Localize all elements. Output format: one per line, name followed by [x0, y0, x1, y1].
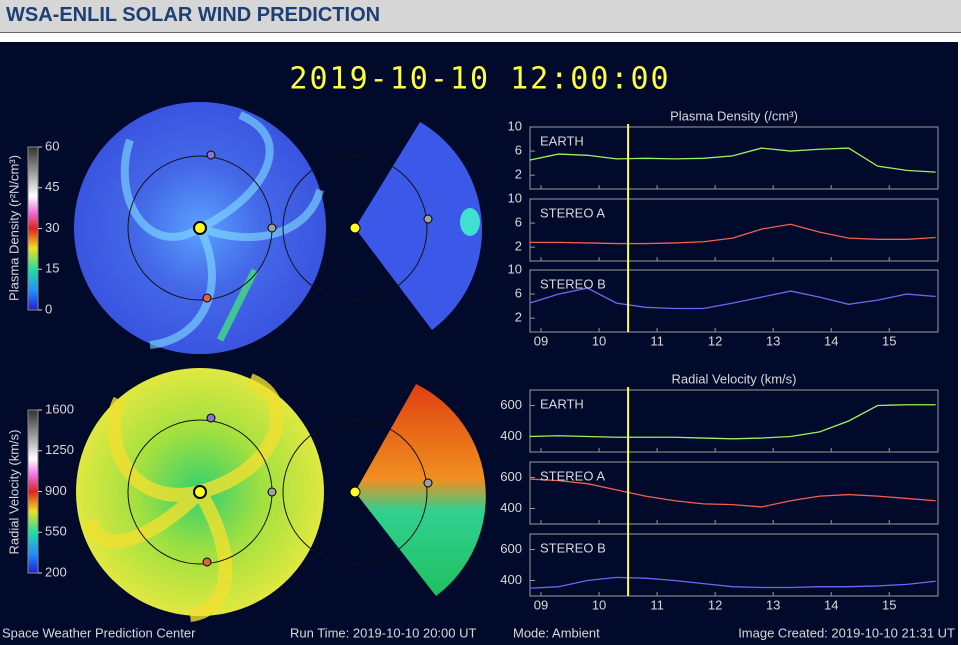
- series-label: STEREO A: [540, 468, 605, 483]
- header: WSA-ENLIL SOLAR WIND PREDICTION: [0, 0, 961, 33]
- x-tick-label: 14: [824, 333, 838, 348]
- x-tick-label: 13: [766, 333, 780, 348]
- plot-frame: [529, 533, 939, 597]
- y-tick-label: 400: [500, 572, 522, 587]
- x-tick-label: 09: [534, 597, 548, 612]
- series-line: [529, 287, 936, 310]
- y-tick-label: 2: [515, 239, 522, 254]
- series-line: [529, 576, 936, 589]
- y-tick-label: 6: [515, 286, 522, 301]
- x-tick-label: 10: [592, 333, 606, 348]
- footer-run-time: Run Time: 2019-10-10 20:00 UT: [290, 625, 476, 640]
- colorbar: [27, 146, 39, 311]
- plot-frame: [529, 126, 939, 190]
- colorbar-tick-label: 45: [45, 179, 59, 194]
- timestamp: 2019-10-10 12:00:00: [289, 62, 670, 97]
- colorbar-tick-label: 0: [45, 301, 52, 316]
- chart-title: Plasma Density (/cm³): [670, 108, 798, 123]
- y-tick-label: 600: [500, 397, 522, 412]
- colorbar-label: Plasma Density (r²N/cm³): [6, 155, 21, 301]
- series-line: [529, 478, 936, 508]
- enlil-panel: 2019-10-10 12:00:00 Plasma Density (r²N/…: [0, 42, 958, 645]
- velocity-disc: [76, 368, 486, 622]
- plot-frame: [529, 461, 939, 525]
- y-tick-label: 600: [500, 541, 522, 556]
- page-title: WSA-ENLIL SOLAR WIND PREDICTION: [6, 4, 381, 26]
- plot-frame: [529, 198, 939, 262]
- colorbar-tick-label: 1600: [45, 401, 74, 416]
- y-tick-label: 2: [515, 310, 522, 325]
- colorbar-tick-label: 60: [45, 138, 59, 153]
- chart-title: Radial Velocity (km/s): [672, 371, 797, 386]
- series-label: EARTH: [540, 133, 584, 148]
- y-tick-label: 600: [500, 469, 522, 484]
- series-line: [529, 404, 936, 440]
- colorbar-label: Radial Velocity (km/s): [6, 430, 21, 555]
- x-tick-label: 10: [592, 597, 606, 612]
- y-tick-label: 400: [500, 500, 522, 515]
- colorbar-tick-label: 900: [45, 483, 67, 498]
- density-disc: [74, 102, 483, 354]
- footer-created: Image Created: 2019-10-10 21:31 UT: [738, 625, 955, 640]
- y-tick-label: 2: [515, 167, 522, 182]
- colorbar-tick-label: 30: [45, 220, 59, 235]
- x-tick-label: 15: [882, 333, 896, 348]
- x-tick-label: 09: [534, 333, 548, 348]
- series-label: EARTH: [540, 396, 584, 411]
- footer-center: Space Weather Prediction Center: [2, 625, 196, 640]
- x-tick-label: 12: [708, 597, 722, 612]
- colorbar-tick-label: 550: [45, 524, 67, 539]
- y-tick-label: 400: [500, 428, 522, 443]
- series-line: [529, 147, 936, 173]
- series-label: STEREO B: [540, 276, 606, 291]
- x-tick-label: 11: [650, 597, 664, 612]
- y-tick-label: 10: [508, 118, 522, 133]
- colorbar: [27, 409, 39, 574]
- x-tick-label: 12: [708, 333, 722, 348]
- series-label: STEREO B: [540, 540, 606, 555]
- series-label: STEREO A: [540, 205, 605, 220]
- footer-mode: Mode: Ambient: [513, 625, 600, 640]
- x-tick-label: 14: [824, 597, 838, 612]
- plot-frame: [529, 389, 939, 453]
- y-tick-label: 6: [515, 143, 522, 158]
- y-tick-label: 10: [508, 261, 522, 276]
- series-line: [529, 223, 936, 245]
- colorbar-tick-label: 15: [45, 261, 59, 276]
- plot-frame: [529, 269, 939, 333]
- y-tick-label: 10: [508, 190, 522, 205]
- x-tick-label: 13: [766, 597, 780, 612]
- x-tick-label: 15: [882, 597, 896, 612]
- colorbar-tick-label: 200: [45, 564, 67, 579]
- x-tick-label: 11: [650, 333, 664, 348]
- y-tick-label: 6: [515, 215, 522, 230]
- colorbar-tick-label: 1250: [45, 442, 74, 457]
